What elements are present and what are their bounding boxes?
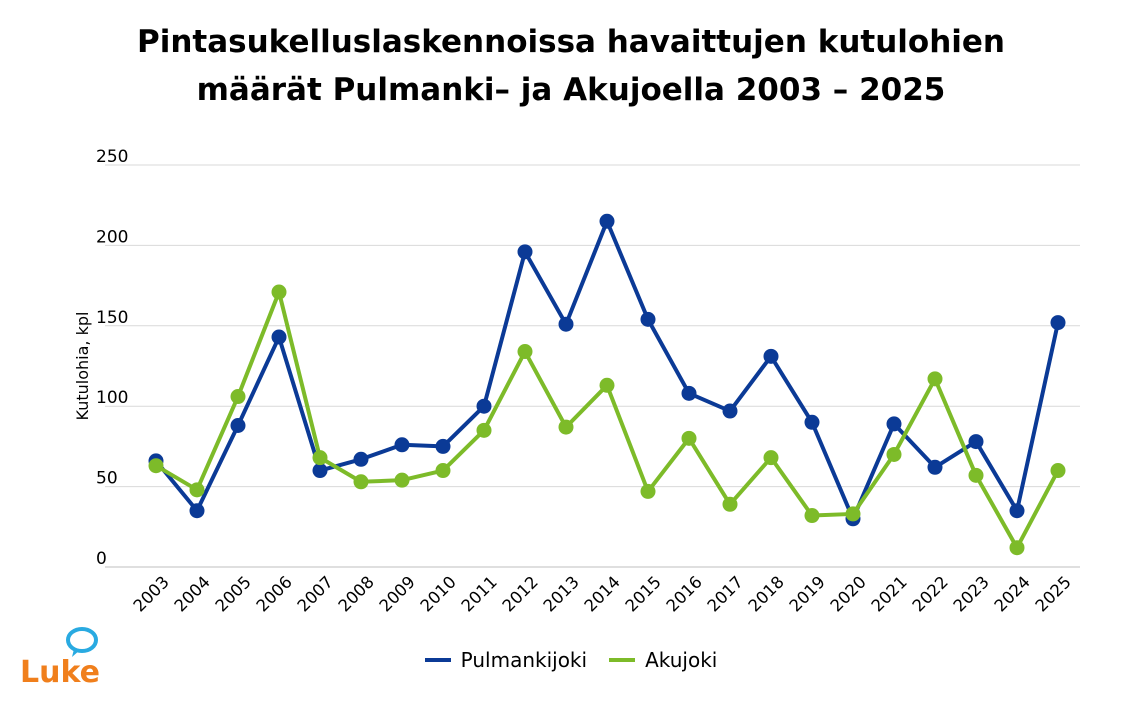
x-tick-label-2014: 2014 xyxy=(581,572,624,615)
point-pulmankijoki-2024 xyxy=(1009,503,1025,519)
point-akujoki-2025 xyxy=(1050,463,1066,479)
point-pulmankijoki-2014 xyxy=(599,213,615,229)
point-akujoki-2023 xyxy=(968,467,984,483)
point-akujoki-2019 xyxy=(804,508,820,524)
point-akujoki-2010 xyxy=(435,463,451,479)
point-akujoki-2014 xyxy=(599,377,615,393)
y-tick-label-250: 250 xyxy=(96,147,128,167)
point-pulmankijoki-2012 xyxy=(517,244,533,260)
logo-text: Luke xyxy=(20,655,100,690)
x-tick-label-2025: 2025 xyxy=(1032,572,1075,615)
series-group xyxy=(148,213,1066,556)
x-tick-label-2008: 2008 xyxy=(335,572,378,615)
point-pulmankijoki-2010 xyxy=(435,438,451,454)
point-akujoki-2009 xyxy=(394,472,410,488)
point-akujoki-2008 xyxy=(353,474,369,490)
point-akujoki-2024 xyxy=(1009,540,1025,556)
x-tick-label-2018: 2018 xyxy=(745,572,788,615)
point-akujoki-2006 xyxy=(271,284,287,300)
x-tick-label-2004: 2004 xyxy=(171,572,214,615)
point-akujoki-2005 xyxy=(230,389,246,405)
point-pulmankijoki-2015 xyxy=(640,311,656,327)
luke-logo: Luke xyxy=(20,627,100,690)
y-tick-label-100: 100 xyxy=(96,388,128,408)
point-pulmankijoki-2008 xyxy=(353,451,369,467)
point-pulmankijoki-2013 xyxy=(558,316,574,332)
point-pulmankijoki-2004 xyxy=(189,503,205,519)
x-tick-label-2006: 2006 xyxy=(253,572,296,615)
chart-title: Pintasukelluslaskennoissa havaittujen ku… xyxy=(0,18,1142,114)
point-akujoki-2022 xyxy=(927,371,943,387)
x-tick-label-2012: 2012 xyxy=(499,572,542,615)
x-tick-label-2011: 2011 xyxy=(458,572,501,615)
point-akujoki-2016 xyxy=(681,430,697,446)
point-akujoki-2020 xyxy=(845,506,861,522)
series-line-akujoki xyxy=(154,290,1060,550)
x-tick-label-2021: 2021 xyxy=(868,572,911,615)
legend-label-pulmankijoki: Pulmankijoki xyxy=(460,648,588,672)
x-tick-label-2017: 2017 xyxy=(704,572,747,615)
x-tick-label-2016: 2016 xyxy=(663,572,706,615)
legend-item-akujoki: Akujoki xyxy=(609,648,717,672)
point-pulmankijoki-2009 xyxy=(394,437,410,453)
x-tick-label-2015: 2015 xyxy=(622,572,665,615)
point-pulmankijoki-2021 xyxy=(886,416,902,432)
x-tick-label-2010: 2010 xyxy=(417,572,460,615)
point-pulmankijoki-2018 xyxy=(763,348,779,364)
point-pulmankijoki-2022 xyxy=(927,459,943,475)
gridlines xyxy=(105,164,1080,568)
y-axis-label: Kutulohia, kpl xyxy=(73,312,92,421)
point-pulmankijoki-2007 xyxy=(312,463,328,479)
y-tick-label-200: 200 xyxy=(96,227,128,247)
point-akujoki-2021 xyxy=(886,446,902,462)
x-axis-ticks: 2003200420052006200720082009201020112012… xyxy=(130,572,1075,615)
point-pulmankijoki-2023 xyxy=(968,434,984,450)
x-tick-label-2003: 2003 xyxy=(130,572,173,615)
chart-title-line-2: määrät Pulmanki– ja Akujoella 2003 – 202… xyxy=(196,72,946,108)
series-pulmankijoki xyxy=(148,213,1066,527)
point-pulmankijoki-2025 xyxy=(1050,315,1066,331)
x-tick-label-2024: 2024 xyxy=(991,572,1034,615)
x-tick-label-2023: 2023 xyxy=(950,572,993,615)
legend-item-pulmankijoki: Pulmankijoki xyxy=(424,648,588,672)
x-tick-label-2019: 2019 xyxy=(786,572,829,615)
point-pulmankijoki-2019 xyxy=(804,414,820,430)
legend-label-akujoki: Akujoki xyxy=(645,648,718,672)
legend-swatch-pulmankijoki xyxy=(424,658,451,662)
point-akujoki-2012 xyxy=(517,344,533,360)
x-tick-label-2013: 2013 xyxy=(540,572,583,615)
legend-swatch-akujoki xyxy=(609,658,636,662)
legend: Pulmankijoki Akujoki xyxy=(0,648,1142,672)
point-pulmankijoki-2011 xyxy=(476,398,492,414)
point-pulmankijoki-2006 xyxy=(271,329,287,345)
point-pulmankijoki-2016 xyxy=(681,385,697,401)
point-pulmankijoki-2017 xyxy=(722,403,738,419)
point-akujoki-2011 xyxy=(476,422,492,438)
series-line-pulmankijoki xyxy=(154,219,1060,521)
series-akujoki xyxy=(148,284,1066,556)
point-akujoki-2015 xyxy=(640,483,656,499)
point-pulmankijoki-2005 xyxy=(230,417,246,433)
x-tick-label-2005: 2005 xyxy=(212,572,255,615)
point-akujoki-2004 xyxy=(189,482,205,498)
point-akujoki-2017 xyxy=(722,496,738,512)
y-tick-label-150: 150 xyxy=(96,308,128,328)
x-tick-label-2020: 2020 xyxy=(827,572,870,615)
point-akujoki-2018 xyxy=(763,450,779,466)
chart-title-line-1: Pintasukelluslaskennoissa havaittujen ku… xyxy=(137,24,1005,60)
point-akujoki-2007 xyxy=(312,450,328,466)
y-tick-label-0: 0 xyxy=(96,549,107,569)
y-tick-label-50: 50 xyxy=(96,469,118,489)
x-tick-label-2022: 2022 xyxy=(909,572,952,615)
x-tick-label-2007: 2007 xyxy=(294,572,337,615)
x-tick-label-2009: 2009 xyxy=(376,572,419,615)
point-akujoki-2013 xyxy=(558,419,574,435)
point-akujoki-2003 xyxy=(148,458,164,474)
y-axis-ticks: 0 50 100 150 200 250 xyxy=(96,147,128,569)
